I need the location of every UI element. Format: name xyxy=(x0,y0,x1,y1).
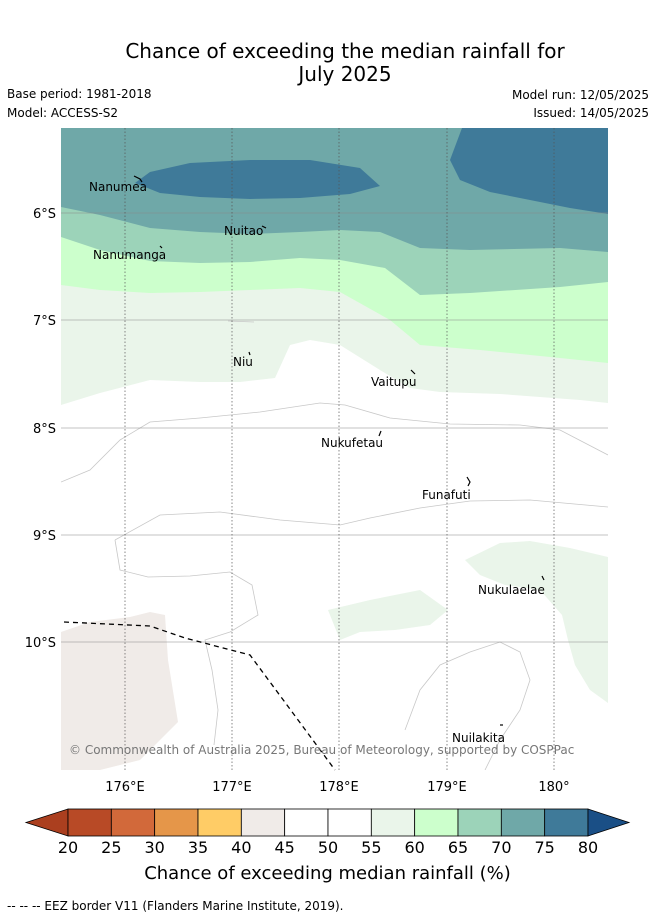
contour-lines xyxy=(61,320,608,770)
lon-180: 180° xyxy=(538,780,569,795)
label-nanumea: Nanumea xyxy=(89,180,147,194)
graticule xyxy=(61,212,608,643)
colorbar-tick-label: 60 xyxy=(404,838,425,857)
label-nanumanga: Nanumanga xyxy=(93,248,166,262)
latitude-labels: 6°S 7°S 8°S 9°S 10°S xyxy=(25,207,56,651)
label-vaitupu: Vaitupu xyxy=(371,375,417,389)
lat-6s: 6°S xyxy=(33,207,56,222)
patch-40-45-southwest xyxy=(61,612,178,770)
eez-legend: -- -- -- EEZ border V11 (Flanders Marine… xyxy=(7,899,344,913)
colorbar-tick-label: 45 xyxy=(274,838,295,857)
colorbar-segment xyxy=(154,808,199,837)
label-nuitao: Nuitao xyxy=(224,224,263,238)
lon-178e: 178°E xyxy=(319,780,359,795)
lat-7s: 7°S xyxy=(33,314,56,329)
title-line-1: Chance of exceeding the median rainfall … xyxy=(125,39,565,63)
colorbar-segment xyxy=(327,808,372,837)
lon-177e: 177°E xyxy=(212,780,252,795)
colorbar-segment xyxy=(544,808,589,837)
colorbar-tick-label: 70 xyxy=(491,838,512,857)
lat-8s: 8°S xyxy=(33,422,56,437)
longitude-labels: 176°E 177°E 178°E 179°E 180° xyxy=(105,780,569,795)
label-funafuti: Funafuti xyxy=(422,488,471,502)
colorbar-segment xyxy=(110,808,156,837)
colorbar-tick-label: 55 xyxy=(361,838,382,857)
model-name: Model: ACCESS-S2 xyxy=(7,106,119,120)
colorbar-extend-high xyxy=(587,808,631,837)
patch-55-60-south xyxy=(328,590,448,640)
colorbar-tick-label: 75 xyxy=(534,838,555,857)
lon-176e: 176°E xyxy=(105,780,145,795)
island-shapes xyxy=(133,175,545,726)
label-nukufetau: Nukufetau xyxy=(321,436,383,450)
colorbar-tick-label: 35 xyxy=(187,838,209,857)
lon-179e: 179°E xyxy=(427,780,467,795)
eez-border xyxy=(63,621,336,771)
label-niu: Niu xyxy=(233,355,253,369)
colorbar-segment xyxy=(284,808,329,837)
base-period: Base period: 1981-2018 xyxy=(7,87,152,101)
colorbar-title: Chance of exceeding median rainfall (%) xyxy=(144,863,511,884)
label-nukulaelae: Nukulaelae xyxy=(478,583,545,597)
band-75-80-east xyxy=(450,128,608,214)
map-title: Chance of exceeding the median rainfall … xyxy=(0,40,655,86)
colorbar-segment xyxy=(197,808,242,837)
lat-9s: 9°S xyxy=(33,529,56,544)
colorbar-segment xyxy=(457,808,502,837)
colorbar-tick-label: 80 xyxy=(577,838,599,857)
colorbar-segment xyxy=(67,808,112,837)
colorbar-segment xyxy=(240,808,286,837)
lat-10s: 10°S xyxy=(25,636,56,651)
issued-date: Issued: 14/05/2025 xyxy=(533,106,649,120)
copyright-notice: © Commonwealth of Australia 2025, Bureau… xyxy=(69,743,574,757)
probability-fills xyxy=(61,128,608,770)
colorbar-segment xyxy=(370,808,416,837)
title-line-2: July 2025 xyxy=(298,62,392,86)
colorbar-extend-low xyxy=(24,808,69,837)
colorbar-tick-label: 50 xyxy=(317,838,339,857)
colorbar-segment xyxy=(500,808,546,837)
colorbar-tick-label: 40 xyxy=(231,838,252,857)
colorbar-segment xyxy=(414,808,459,837)
label-nuilakita: Nuilakita xyxy=(452,731,505,745)
band-75-80-west xyxy=(135,160,380,199)
colorbar-tick-label: 20 xyxy=(57,838,79,857)
colorbar xyxy=(24,808,631,837)
colorbar-tick-label: 25 xyxy=(101,838,122,857)
place-labels: Nanumea Nuitao Nanumanga Niu Vaitupu Nuk… xyxy=(89,180,545,745)
model-run: Model run: 12/05/2025 xyxy=(511,88,649,102)
colorbar-tick-label: 65 xyxy=(447,838,469,857)
patch-55-60-southeast xyxy=(465,541,608,703)
colorbar-tick-label: 30 xyxy=(144,838,165,857)
